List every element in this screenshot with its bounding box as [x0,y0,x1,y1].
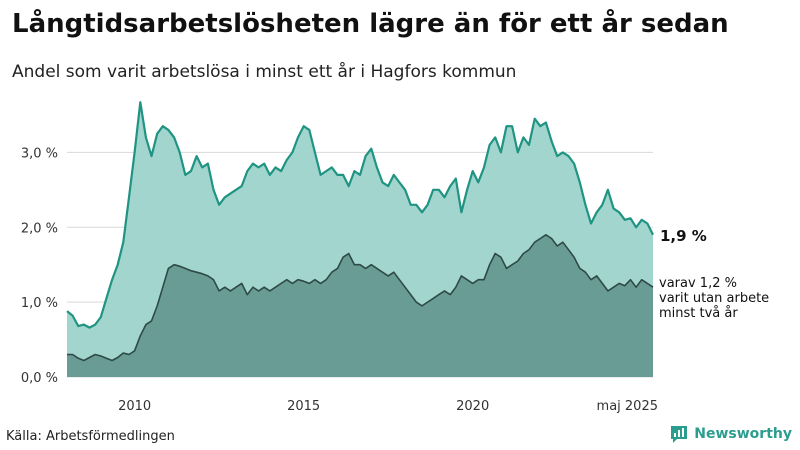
subset-label-line-2: varit utan arbete [659,291,769,306]
x-axis: 2010 2015 2020 maj 2025 [118,399,658,414]
x-tick-label: 2020 [456,399,489,414]
subset-label-line-3: minst två år [659,306,738,321]
x-tick-label: 2010 [118,399,151,414]
chart-title: Långtidsarbetslösheten lägre än för ett … [12,9,729,39]
subset-label-line-1: varav 1,2 % [659,276,737,291]
subset-end-label: varav 1,2 % varit utan arbete minst två … [659,276,773,321]
brand-logo[interactable]: Newsworthy [669,424,792,444]
bar-chart-speech-icon [671,426,688,443]
y-tick-label: 0,0 % [21,371,58,386]
area-chart: 0,0 % 1,0 % 2,0 % 3,0 % 2010 2015 2020 maj 202… [21,101,773,414]
area-unemployed-two-years [67,234,653,377]
source-note: Källa: Arbetsförmedlingen [6,429,175,444]
y-tick-label: 3,0 % [21,146,58,161]
chart-subtitle: Andel som varit arbetslösa i minst ett å… [12,62,517,82]
line-unemployed-two-years [67,234,654,362]
total-end-label: 1,9 % [660,227,707,245]
x-tick-label: maj 2025 [597,399,658,414]
y-axis: 0,0 % 1,0 % 2,0 % 3,0 % [21,146,58,386]
y-tick-label: 1,0 % [21,296,58,311]
line-total-unemployed [66,101,654,329]
y-tick-label: 2,0 % [21,221,58,236]
brand-name: Newsworthy [694,426,792,442]
x-tick-label: 2015 [287,399,320,414]
